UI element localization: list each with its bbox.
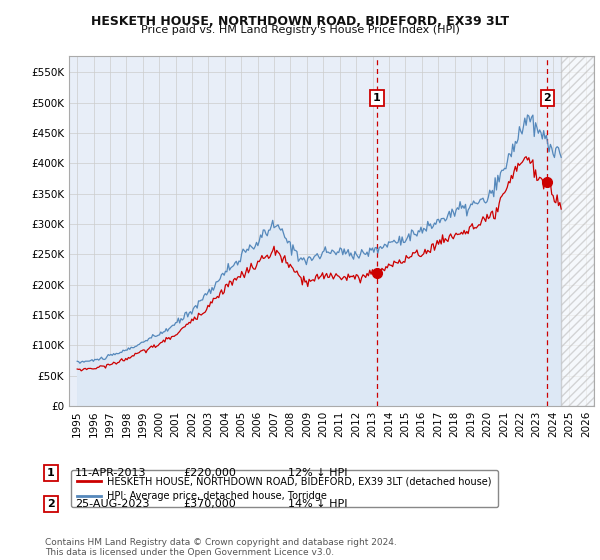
Text: Price paid vs. HM Land Registry's House Price Index (HPI): Price paid vs. HM Land Registry's House … [140,25,460,35]
Text: HESKETH HOUSE, NORTHDOWN ROAD, BIDEFORD, EX39 3LT: HESKETH HOUSE, NORTHDOWN ROAD, BIDEFORD,… [91,15,509,27]
Text: 14% ↓ HPI: 14% ↓ HPI [288,499,347,509]
Legend: HESKETH HOUSE, NORTHDOWN ROAD, BIDEFORD, EX39 3LT (detached house), HPI: Average: HESKETH HOUSE, NORTHDOWN ROAD, BIDEFORD,… [71,470,497,507]
Text: 12% ↓ HPI: 12% ↓ HPI [288,468,347,478]
Text: 2: 2 [544,93,551,103]
Text: 25-AUG-2023: 25-AUG-2023 [75,499,149,509]
Text: £220,000: £220,000 [183,468,236,478]
Text: 1: 1 [47,468,55,478]
Text: 11-APR-2013: 11-APR-2013 [75,468,146,478]
Text: 2: 2 [47,499,55,509]
Text: £370,000: £370,000 [183,499,236,509]
Text: Contains HM Land Registry data © Crown copyright and database right 2024.
This d: Contains HM Land Registry data © Crown c… [45,538,397,557]
Text: 1: 1 [373,93,381,103]
